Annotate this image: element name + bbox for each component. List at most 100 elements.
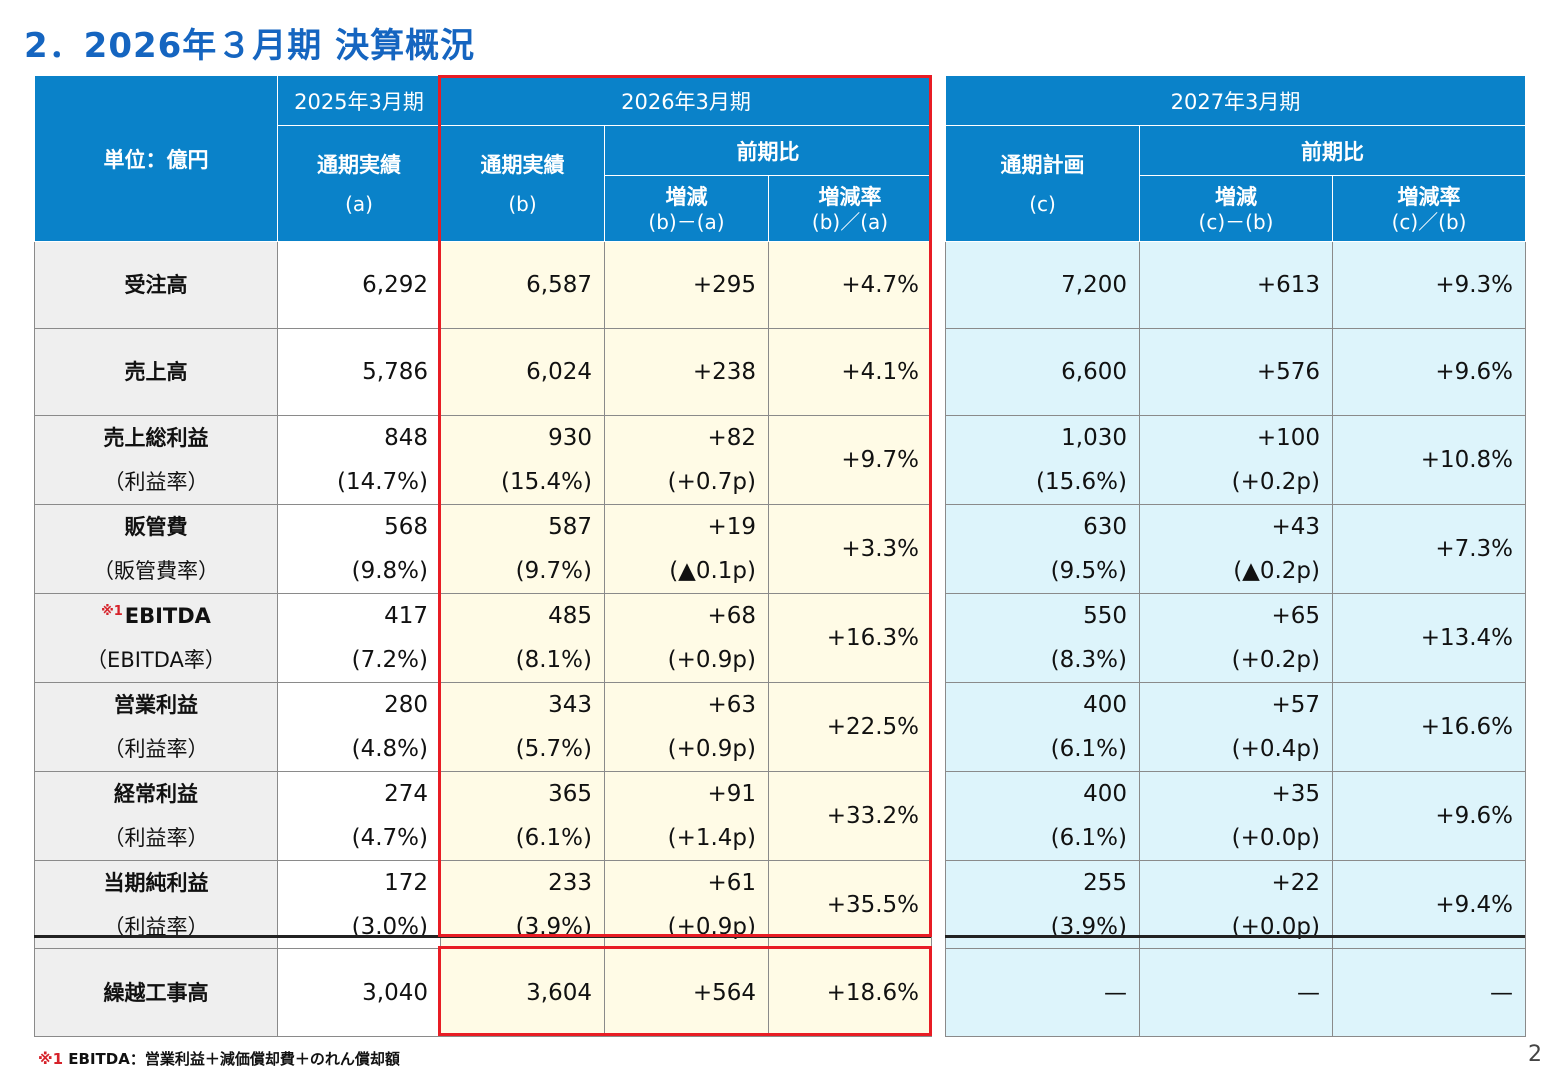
table-row: 売上高 5,786 6,024 +238 +4.1% — [34, 328, 933, 416]
value-fy2026: 930 (15.4%) — [440, 415, 605, 505]
rate-cb: +9.6% — [1331, 328, 1527, 416]
backlog-diff-ba: +564 — [604, 948, 769, 1037]
diff-cb: +576 — [1139, 328, 1333, 416]
value-fy2025: 568 (9.8%) — [277, 504, 441, 594]
fy2025-actual-header: 通期実績 (a) — [277, 125, 441, 242]
footnote: ※1 EBITDA：営業利益＋減価償却費＋のれん償却額 — [38, 1048, 400, 1069]
diff-ba: +91 (+1.4p) — [604, 771, 769, 861]
results-table-right: 2027年3月期 通期計画 (c) 前期比 増減 (c)－(b) 増減率 (c)／(b… — [944, 75, 1527, 950]
page-title: 2．2026年３月期 決算概況 — [24, 26, 476, 66]
value-fy2025: 5,786 — [277, 328, 441, 416]
row-label: 営業利益 （利益率） — [34, 682, 278, 772]
diff-cb: +613 — [1139, 241, 1333, 329]
rate-cb: +10.8% — [1331, 415, 1527, 505]
table-row: 受注高 6,292 6,587 +295 +4.7% — [34, 241, 933, 329]
fy2026-actual-header: 通期実績 (b) — [440, 125, 605, 242]
value-fy2025: 274 (4.7%) — [277, 771, 441, 861]
value-fy2026: 6,024 — [440, 328, 605, 416]
backlog-rate-ba: +18.6% — [768, 948, 932, 1037]
diff-cb: +100 (+0.2p) — [1139, 415, 1333, 505]
diff-cb: +43 (▲0.2p) — [1139, 504, 1333, 594]
table-row: 営業利益 （利益率） 280 (4.8%) 343 (5.7%) +63 (+0.9p) +22… — [34, 682, 933, 772]
row-label: 売上高 — [34, 328, 278, 416]
value-fy2026: 365 (6.1%) — [440, 771, 605, 861]
separator-line-left — [34, 935, 931, 938]
table-row: 経常利益 （利益率） 274 (4.7%) 365 (6.1%) +91 (+1.4p) +33… — [34, 771, 933, 861]
rate-cb: +9.6% — [1331, 771, 1527, 861]
value-fy2025: 848 (14.7%) — [277, 415, 441, 505]
backlog-table-right: — — — — [945, 948, 1526, 1037]
backlog-diff-cb: — — [1139, 948, 1333, 1037]
table-row-plan: 630 (9.5%) +43 (▲0.2p) +7.3% — [945, 504, 1527, 594]
table-row-plan: 400 (6.1%) +35 (+0.0p) +9.6% — [945, 771, 1527, 861]
rate-ba: +4.7% — [767, 241, 933, 329]
footnote-mark: ※1 — [38, 1050, 64, 1068]
fy2026-diff-header: 増減 (b)－(a) — [604, 175, 769, 242]
backlog-table-left: 繰越工事高 3,040 3,604 +564 +18.6% — [34, 948, 932, 1037]
diff-ba: +295 — [604, 241, 769, 329]
fy2026-rate-header: 増減率 (b)／(a) — [767, 175, 933, 242]
fy2027-plan-header: 通期計画 (c) — [945, 125, 1140, 242]
rate-cb: +9.3% — [1331, 241, 1527, 329]
backlog-row: 繰越工事高 3,040 3,604 +564 +18.6% — [34, 948, 932, 1037]
results-table-left: 単位：億円 2025年3月期 2026年3月期 通期実績 (a) 通期実績 (b) … — [34, 75, 933, 950]
footnote-text: EBITDA：営業利益＋減価償却費＋のれん償却額 — [68, 1050, 400, 1068]
diff-cb: +65 (+0.2p) — [1139, 593, 1333, 683]
table-row: ※1EBITDA （EBITDA率） 417 (7.2%) 485 (8.1%) +68 (+… — [34, 593, 933, 683]
diff-cb: +57 (+0.4p) — [1139, 682, 1333, 772]
rate-ba: +16.3% — [767, 593, 933, 683]
diff-ba: +238 — [604, 328, 769, 416]
value-fy2027: 550 (8.3%) — [945, 593, 1140, 683]
rate-cb: +7.3% — [1331, 504, 1527, 594]
rate-cb: +16.6% — [1331, 682, 1527, 772]
value-fy2026: 6,587 — [440, 241, 605, 329]
backlog-b: 3,604 — [440, 948, 605, 1037]
separator-line-right — [945, 935, 1525, 938]
value-fy2027: 1,030 (15.6%) — [945, 415, 1140, 505]
diff-ba: +68 (+0.9p) — [604, 593, 769, 683]
backlog-label: 繰越工事高 — [34, 948, 278, 1037]
table-row-plan: 1,030 (15.6%) +100 (+0.2p) +10.8% — [945, 415, 1527, 505]
row-label: 受注高 — [34, 241, 278, 329]
value-fy2027: 630 (9.5%) — [945, 504, 1140, 594]
table-row: 売上総利益 （利益率） 848 (14.7%) 930 (15.4%) +82 (+0.7p)… — [34, 415, 933, 505]
backlog-row-plan: — — — — [945, 948, 1526, 1037]
page-number: 2 — [1528, 1042, 1542, 1067]
value-fy2025: 6,292 — [277, 241, 441, 329]
fy2027-rate-header: 増減率 (c)／(b) — [1331, 175, 1527, 242]
rate-ba: +33.2% — [767, 771, 933, 861]
fy2026-yoy-header: 前期比 — [603, 125, 933, 176]
unit-header: 単位：億円 — [34, 75, 278, 242]
value-fy2025: 417 (7.2%) — [277, 593, 441, 683]
backlog-rate-cb: — — [1332, 948, 1526, 1037]
fy2025-header: 2025年3月期 — [277, 75, 441, 126]
fy2027-diff-header: 増減 (c)－(b) — [1139, 175, 1333, 242]
footnote-ref-mark: ※1 — [101, 604, 123, 619]
backlog-c: — — [945, 948, 1140, 1037]
diff-ba: +63 (+0.9p) — [604, 682, 769, 772]
table-row: 販管費 （販管費率） 568 (9.8%) 587 (9.7%) +19 (▲0.1p) +3.… — [34, 504, 933, 594]
value-fy2025: 280 (4.8%) — [277, 682, 441, 772]
diff-ba: +19 (▲0.1p) — [604, 504, 769, 594]
value-fy2026: 485 (8.1%) — [440, 593, 605, 683]
value-fy2027: 400 (6.1%) — [945, 682, 1140, 772]
diff-cb: +35 (+0.0p) — [1139, 771, 1333, 861]
row-label: 売上総利益 （利益率） — [34, 415, 278, 505]
fy2027-yoy-header: 前期比 — [1138, 125, 1527, 176]
fy2027-header: 2027年3月期 — [944, 75, 1527, 126]
rate-ba: +9.7% — [767, 415, 933, 505]
table-row-plan: 400 (6.1%) +57 (+0.4p) +16.6% — [945, 682, 1527, 772]
rate-ba: +22.5% — [767, 682, 933, 772]
table-row-plan: 550 (8.3%) +65 (+0.2p) +13.4% — [945, 593, 1527, 683]
row-label: 経常利益 （利益率） — [34, 771, 278, 861]
row-label: 販管費 （販管費率） — [34, 504, 278, 594]
diff-ba: +82 (+0.7p) — [604, 415, 769, 505]
rate-ba: +4.1% — [767, 328, 933, 416]
value-fy2027: 6,600 — [945, 328, 1140, 416]
table-row-plan: 6,600 +576 +9.6% — [945, 328, 1527, 416]
row-label: ※1EBITDA （EBITDA率） — [34, 593, 278, 683]
backlog-a: 3,040 — [277, 948, 441, 1037]
fy2026-header: 2026年3月期 — [439, 75, 933, 126]
value-fy2027: 400 (6.1%) — [945, 771, 1140, 861]
table-row-plan: 7,200 +613 +9.3% — [945, 241, 1527, 329]
